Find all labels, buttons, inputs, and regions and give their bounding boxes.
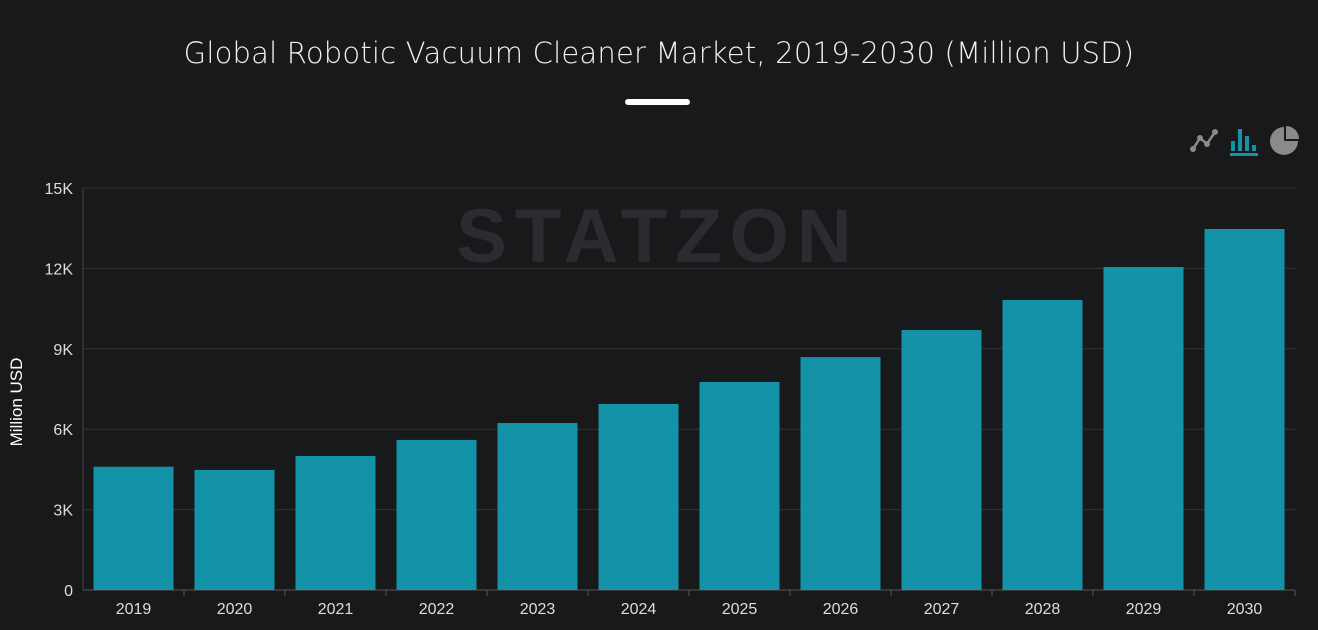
y-tick-label: 9K bbox=[53, 342, 73, 359]
pie-chart-icon[interactable] bbox=[1268, 125, 1300, 157]
bar-2026 bbox=[800, 357, 881, 590]
chart-type-toolbar bbox=[1188, 125, 1300, 157]
bar-2023 bbox=[497, 423, 578, 590]
x-tick-label: 2024 bbox=[621, 601, 657, 618]
x-tick-label: 2028 bbox=[1025, 601, 1061, 618]
x-tick-label: 2019 bbox=[116, 601, 152, 618]
x-tick-label: 2021 bbox=[318, 601, 354, 618]
bar-2024 bbox=[598, 404, 679, 590]
y-tick-label: 6K bbox=[53, 422, 73, 439]
bar-2029 bbox=[1103, 267, 1184, 590]
y-tick-label: 0 bbox=[64, 583, 73, 600]
x-tick-label: 2025 bbox=[722, 601, 758, 618]
bar-2028 bbox=[1002, 300, 1083, 590]
x-tick-label: 2023 bbox=[520, 601, 556, 618]
x-tick-label: 2029 bbox=[1126, 601, 1162, 618]
x-tick-label: 2027 bbox=[924, 601, 960, 618]
y-axis-label: Million USD bbox=[7, 358, 26, 447]
x-tick-label: 2030 bbox=[1227, 601, 1263, 618]
x-tick-label: 2020 bbox=[217, 601, 253, 618]
line-chart-icon[interactable] bbox=[1188, 125, 1220, 157]
y-tick-label: 15K bbox=[45, 181, 74, 198]
bar-2030 bbox=[1204, 229, 1285, 590]
title-underline bbox=[625, 99, 690, 105]
bar-chart-icon[interactable] bbox=[1228, 125, 1260, 157]
chart-title: Global Robotic Vacuum Cleaner Market, 20… bbox=[183, 36, 1135, 70]
bar-2020 bbox=[194, 469, 275, 590]
watermark: STATZON bbox=[456, 194, 860, 279]
x-tick-label: 2026 bbox=[823, 601, 859, 618]
x-tick-label: 2022 bbox=[419, 601, 455, 618]
bar-2019 bbox=[93, 466, 174, 590]
bar-2025 bbox=[699, 382, 780, 590]
y-tick-label: 12K bbox=[45, 261, 74, 278]
bar-2022 bbox=[396, 439, 477, 590]
bar-2021 bbox=[295, 456, 376, 590]
y-tick-label: 3K bbox=[53, 503, 73, 520]
bar-2027 bbox=[901, 330, 982, 590]
